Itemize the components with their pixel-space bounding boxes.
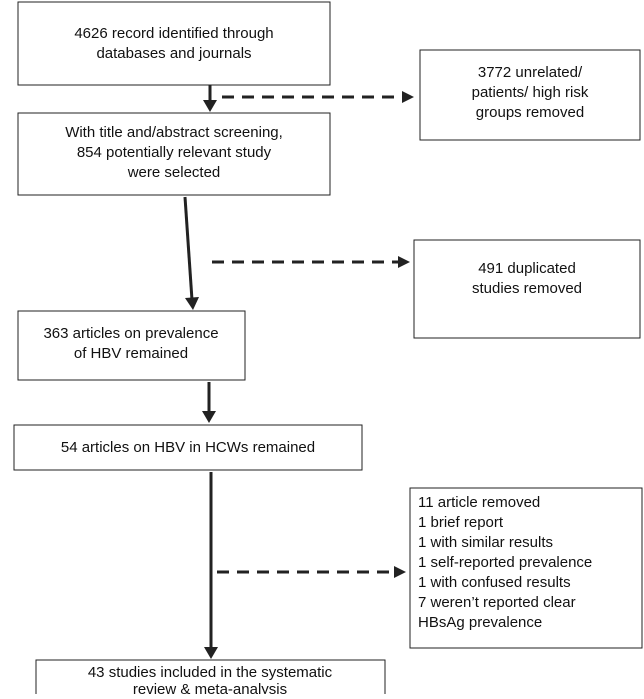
- arrow-head: [402, 91, 414, 103]
- arrow-head: [203, 100, 217, 112]
- node-text: 1 self-reported prevalence: [418, 554, 592, 571]
- arrow-line: [183, 196, 194, 301]
- node-text: 363 articles on prevalence: [43, 325, 218, 342]
- node-text: 54 articles on HBV in HCWs remained: [61, 439, 315, 456]
- box: [409, 487, 643, 649]
- node-text: studies removed: [472, 280, 582, 297]
- node-text: HBsAg prevalence: [418, 614, 542, 631]
- node-text: were selected: [127, 164, 221, 181]
- box: [35, 659, 386, 699]
- node-text: With title and/abstract screening,: [65, 124, 283, 141]
- node-text: patients/ high risk: [472, 84, 589, 101]
- node-text: groups removed: [476, 104, 584, 121]
- node-text: of HBV remained: [74, 345, 188, 362]
- node-text: 3772 unrelated/: [478, 64, 583, 81]
- node-text: 43 studies included in the systematic: [88, 664, 333, 681]
- arrow-head: [204, 647, 218, 659]
- box: [419, 49, 641, 141]
- box: [413, 239, 641, 339]
- node-text: 4626 record identified through: [74, 25, 273, 42]
- node-text: databases and journals: [96, 45, 251, 62]
- box: [17, 310, 246, 381]
- box: [17, 112, 331, 196]
- arrow-head: [398, 256, 410, 268]
- box: [17, 1, 331, 86]
- node-text: 11 article removed: [418, 494, 540, 511]
- node-text: 491 duplicated: [478, 260, 576, 277]
- node-text: 854 potentially relevant study: [77, 144, 272, 161]
- node-text: 1 brief report: [418, 514, 504, 531]
- arrow-head: [394, 566, 406, 578]
- node-text: 7 weren’t reported clear: [418, 594, 576, 611]
- node-text: 1 with similar results: [418, 534, 553, 551]
- arrow-head: [185, 297, 199, 310]
- box: [13, 424, 363, 471]
- node-text: review & meta-analysis: [133, 681, 287, 694]
- node-text: 1 with confused results: [418, 574, 571, 591]
- arrow-head: [202, 411, 216, 423]
